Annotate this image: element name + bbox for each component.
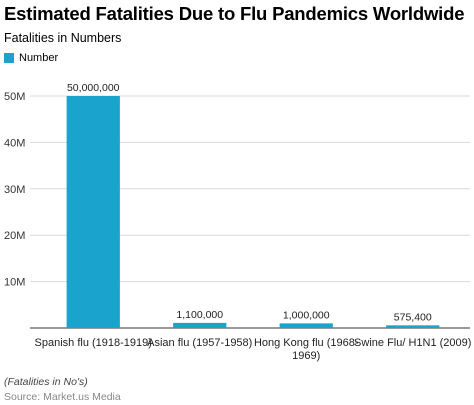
x-tick-label: Swine Flu/ H1N1 (2009) [354, 337, 471, 349]
data-label: 1,000,000 [283, 309, 330, 321]
bar [279, 323, 333, 328]
data-label: 575,400 [394, 311, 432, 323]
y-tick-label: 50M [4, 91, 25, 103]
legend-label: Number [19, 52, 59, 64]
chart-title: Estimated Fatalities Due to Flu Pandemic… [4, 3, 465, 24]
bar [66, 96, 120, 328]
x-tick-label: Spanish flu (1918-1919) [35, 337, 152, 349]
source-note: Source: Market.us Media [4, 391, 121, 403]
x-tick-label: Hong Kong flu (1968- [254, 337, 359, 349]
bar [173, 322, 227, 328]
data-label: 1,100,000 [176, 309, 223, 321]
legend-swatch [4, 53, 14, 63]
data-label: 50,000,000 [67, 82, 120, 94]
bar-chart: 10M 20M 30M 40M 50M 50,000,000 Spanish flu (19… [4, 82, 471, 362]
y-tick-label: 40M [4, 137, 25, 149]
legend: Number [4, 52, 58, 64]
y-tick-label: 30M [4, 184, 25, 196]
bar [386, 325, 440, 328]
y-tick-label: 10M [4, 277, 25, 289]
chart-subtitle: Fatalities in Numbers [4, 31, 122, 45]
x-tick-label: 1969) [292, 350, 320, 362]
footnote: (Fatalities in No's) [4, 376, 88, 388]
x-tick-label: Asian flu (1957-1958) [147, 337, 252, 349]
y-tick-label: 20M [4, 230, 25, 242]
